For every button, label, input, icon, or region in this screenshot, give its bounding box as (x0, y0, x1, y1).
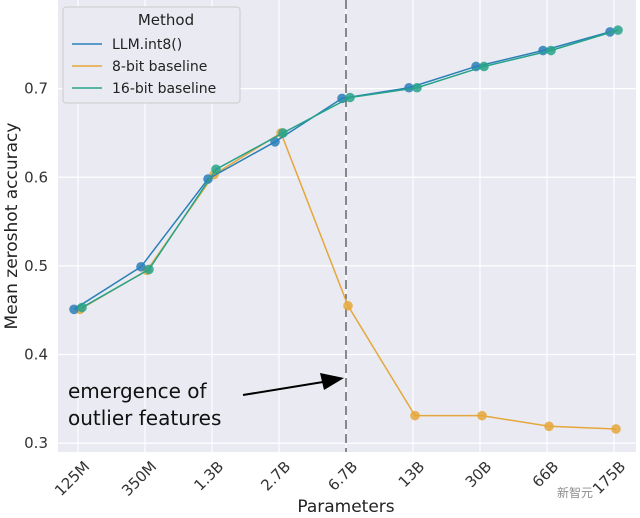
annotation-line-2: outlier features (68, 406, 221, 430)
legend: Method LLM.int8() 8-bit baseline 16-bit ba… (62, 6, 241, 104)
watermark: 新智元 (557, 485, 593, 500)
annotation-arrow-shaft (242, 381, 324, 396)
x-tick-175b: 175B (589, 458, 629, 498)
x-tick-125m: 125M (51, 458, 93, 500)
x-tick-13b: 13B (395, 458, 429, 492)
point-16-bit-baseline-125m (77, 302, 87, 313)
y-tick-0-6: 0.6 (24, 168, 48, 186)
x-tick-2-7b: 2.7B (257, 458, 294, 495)
point-16-bit-baseline-66b (546, 45, 556, 56)
x-axis-label: Parameters (297, 497, 394, 517)
y-tick-0-5: 0.5 (24, 257, 48, 275)
legend-box (62, 6, 241, 104)
point-8-bit-baseline-13b (410, 410, 420, 421)
y-tick-0-7: 0.7 (24, 80, 48, 98)
y-tick-0-4: 0.4 (24, 346, 48, 364)
x-tick-1-3b: 1.3B (190, 458, 227, 495)
point-llm-int8-125m (69, 304, 79, 315)
legend-title: Method (138, 11, 194, 29)
point-16-bit-baseline-30b (479, 61, 489, 72)
point-16-bit-baseline-2-7b (278, 128, 288, 138)
point-8-bit-baseline-30b (477, 410, 487, 421)
point-llm-int8-350m (136, 261, 146, 272)
series-16-bit-baseline (77, 25, 623, 313)
point-16-bit-baseline-6-7b (345, 92, 355, 103)
annotation-line-1: emergence of (68, 379, 208, 403)
point-8-bit-baseline-175b (611, 424, 621, 434)
point-16-bit-baseline-1-3b (211, 164, 221, 175)
x-tick-350m: 350M (118, 458, 160, 500)
annotation-arrow-head (320, 373, 344, 390)
x-tick-labels: 125M 350M 1.3B 2.7B 6.7B 13B 30B 66B 175B (51, 458, 629, 500)
annotation: emergence of outlier features (68, 373, 344, 430)
legend-label-16-bit-baseline: 16-bit baseline (112, 81, 216, 97)
legend-label-llm-int8: LLM.int8() (112, 37, 182, 53)
series-layer (69, 25, 623, 434)
point-8-bit-baseline-6-7b (343, 300, 353, 311)
x-tick-30b: 30B (462, 458, 496, 492)
y-tick-labels: 0.3 0.4 0.5 0.6 0.7 (24, 80, 48, 453)
y-axis-label: Mean zeroshot accuracy (2, 123, 22, 330)
y-tick-0-3: 0.3 (24, 434, 48, 452)
point-8-bit-baseline-66b (544, 421, 554, 432)
x-tick-6-7b: 6.7B (324, 458, 361, 495)
legend-label-8-bit-baseline: 8-bit baseline (112, 59, 207, 75)
point-16-bit-baseline-350m (144, 264, 154, 275)
point-16-bit-baseline-175b (613, 25, 623, 35)
point-16-bit-baseline-13b (412, 82, 422, 93)
point-llm-int8-13b (404, 82, 414, 93)
